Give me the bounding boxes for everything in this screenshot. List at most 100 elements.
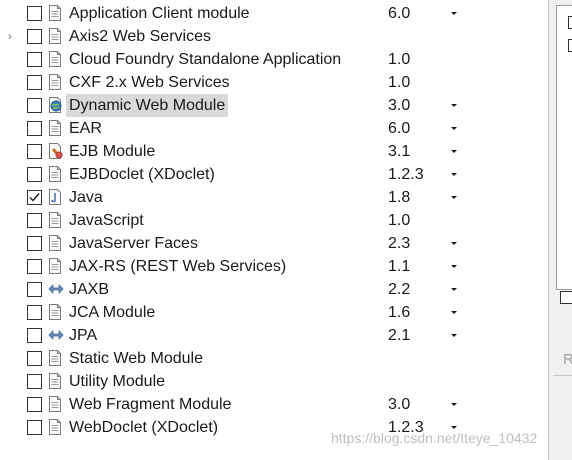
facet-label-wrap[interactable]: JCA Module <box>66 301 158 324</box>
facet-row[interactable]: Web Fragment Module 3.0 <box>0 393 548 416</box>
facet-label-wrap[interactable]: JavaServer Faces <box>66 232 201 255</box>
facet-version[interactable]: 3.1 <box>388 143 411 160</box>
facet-label: Application Client module <box>69 5 250 22</box>
facet-label-wrap[interactable]: Axis2 Web Services <box>66 25 214 48</box>
version-dropdown-arrow-icon[interactable] <box>451 242 457 245</box>
facet-checkbox[interactable] <box>27 6 42 21</box>
facet-row[interactable]: WebDoclet (XDoclet) 1.2.3 <box>0 416 548 439</box>
version-dropdown-arrow-icon[interactable] <box>451 173 457 176</box>
facet-label: EJB Module <box>69 143 156 160</box>
facet-row[interactable]: EJB Module 3.1 <box>0 140 548 163</box>
facet-version[interactable]: 1.2.3 <box>388 419 424 436</box>
version-dropdown-arrow-icon[interactable] <box>451 311 457 314</box>
facet-checkbox[interactable] <box>27 374 42 389</box>
side-panel: R <box>549 0 572 460</box>
facet-row[interactable]: JavaServer Faces 2.3 <box>0 232 548 255</box>
facet-row[interactable]: Java 1.8 <box>0 186 548 209</box>
facet-checkbox[interactable] <box>27 420 42 435</box>
facet-version[interactable]: 1.1 <box>388 258 411 275</box>
version-dropdown-arrow-icon[interactable] <box>451 334 457 337</box>
facet-label-wrap[interactable]: JAXB <box>66 278 112 301</box>
facet-version[interactable]: 2.1 <box>388 327 411 344</box>
facet-checkbox[interactable] <box>27 144 42 159</box>
facet-label-wrap[interactable]: Utility Module <box>66 370 168 393</box>
expand-chevron-icon[interactable]: › <box>8 29 12 43</box>
facet-label: EJBDoclet (XDoclet) <box>69 166 215 183</box>
version-dropdown-arrow-icon[interactable] <box>451 104 457 107</box>
facet-row[interactable]: JCA Module 1.6 <box>0 301 548 324</box>
facet-row[interactable]: EAR 6.0 <box>0 117 548 140</box>
facet-checkbox[interactable] <box>27 397 42 412</box>
version-dropdown-arrow-icon[interactable] <box>451 196 457 199</box>
facet-version[interactable]: 1.2.3 <box>388 166 424 183</box>
facet-row[interactable]: Static Web Module <box>0 347 548 370</box>
version-dropdown-arrow-icon[interactable] <box>451 265 457 268</box>
facet-checkbox[interactable] <box>27 52 42 67</box>
facet-version[interactable]: 1.6 <box>388 304 411 321</box>
facet-row[interactable]: JAX-RS (REST Web Services) 1.1 <box>0 255 548 278</box>
facet-label-wrap[interactable]: Application Client module <box>66 2 253 25</box>
facet-version[interactable]: 2.2 <box>388 281 411 298</box>
side-checkbox[interactable] <box>568 39 572 52</box>
facet-row[interactable]: › Axis2 Web Services <box>0 25 548 48</box>
doc-icon <box>48 419 64 435</box>
facet-label: Web Fragment Module <box>69 396 232 413</box>
facet-label-wrap[interactable]: Java <box>66 186 106 209</box>
facet-label-wrap[interactable]: JavaScript <box>66 209 147 232</box>
panel-divider[interactable] <box>548 0 549 460</box>
facet-label-wrap[interactable]: EAR <box>66 117 105 140</box>
facet-checkbox[interactable] <box>27 75 42 90</box>
facet-version[interactable]: 6.0 <box>388 5 411 22</box>
facet-checkbox[interactable] <box>27 305 42 320</box>
facet-label-wrap[interactable]: Web Fragment Module <box>66 393 234 416</box>
facet-row[interactable]: Application Client module 6.0 <box>0 2 548 25</box>
doc-icon <box>48 235 64 251</box>
version-dropdown-arrow-icon[interactable] <box>451 426 457 429</box>
facet-checkbox[interactable] <box>27 121 42 136</box>
facet-label-wrap[interactable]: JAX-RS (REST Web Services) <box>66 255 289 278</box>
facet-checkbox[interactable] <box>27 98 42 113</box>
facet-version[interactable]: 2.3 <box>388 235 411 252</box>
facet-checkbox[interactable] <box>27 259 42 274</box>
facet-checkbox[interactable] <box>27 351 42 366</box>
side-checkbox[interactable] <box>568 16 572 29</box>
facet-row[interactable]: Dynamic Web Module 3.0 <box>0 94 548 117</box>
version-dropdown-arrow-icon[interactable] <box>451 12 457 15</box>
facet-checkbox[interactable] <box>27 190 42 205</box>
facet-row[interactable]: EJBDoclet (XDoclet) 1.2.3 <box>0 163 548 186</box>
facet-version[interactable]: 3.0 <box>388 396 411 413</box>
facet-checkbox[interactable] <box>27 236 42 251</box>
facet-version[interactable]: 1.8 <box>388 189 411 206</box>
version-dropdown-arrow-icon[interactable] <box>451 127 457 130</box>
facet-version[interactable]: 1.0 <box>388 74 411 91</box>
facet-checkbox[interactable] <box>27 213 42 228</box>
facet-label-wrap[interactable]: CXF 2.x Web Services <box>66 71 233 94</box>
facet-label-wrap[interactable]: EJB Module <box>66 140 158 163</box>
facet-label-wrap[interactable]: Static Web Module <box>66 347 206 370</box>
side-option-checkbox[interactable] <box>560 291 572 304</box>
facet-checkbox[interactable] <box>27 167 42 182</box>
facet-version[interactable]: 3.0 <box>388 97 411 114</box>
facet-row[interactable]: Utility Module <box>0 370 548 393</box>
facet-checkbox[interactable] <box>27 328 42 343</box>
ejb-icon <box>48 143 64 159</box>
facet-row[interactable]: CXF 2.x Web Services 1.0 <box>0 71 548 94</box>
doc-icon <box>48 396 64 412</box>
facet-label-wrap[interactable]: WebDoclet (XDoclet) <box>66 416 221 439</box>
facet-version[interactable]: 1.0 <box>388 212 411 229</box>
facet-row[interactable]: Cloud Foundry Standalone Application 1.0 <box>0 48 548 71</box>
facet-version[interactable]: 6.0 <box>388 120 411 137</box>
facet-row[interactable]: JPA 2.1 <box>0 324 548 347</box>
facet-label-wrap[interactable]: Cloud Foundry Standalone Application <box>66 48 344 71</box>
facet-checkbox[interactable] <box>27 282 42 297</box>
version-dropdown-arrow-icon[interactable] <box>451 403 457 406</box>
facet-row[interactable]: JAXB 2.2 <box>0 278 548 301</box>
facet-checkbox[interactable] <box>27 29 42 44</box>
facet-row[interactable]: JavaScript 1.0 <box>0 209 548 232</box>
facet-label-wrap[interactable]: EJBDoclet (XDoclet) <box>66 163 218 186</box>
facet-label-wrap[interactable]: Dynamic Web Module <box>66 94 229 117</box>
facet-label-wrap[interactable]: JPA <box>66 324 100 347</box>
facet-version[interactable]: 1.0 <box>388 51 411 68</box>
version-dropdown-arrow-icon[interactable] <box>451 150 457 153</box>
version-dropdown-arrow-icon[interactable] <box>451 288 457 291</box>
